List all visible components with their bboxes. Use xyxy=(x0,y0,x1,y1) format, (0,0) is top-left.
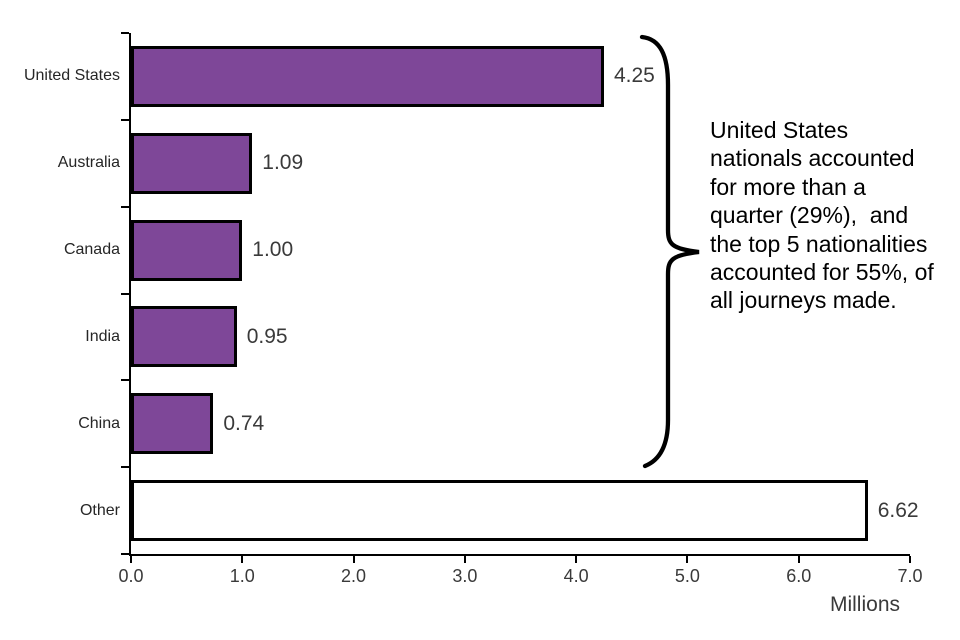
x-tick-label: 4.0 xyxy=(563,566,589,586)
value-label: 0.74 xyxy=(223,411,265,435)
bar-other xyxy=(131,480,868,542)
bar-row-canada: Canada 1.00 xyxy=(64,207,910,294)
y-axis-tick xyxy=(121,379,129,382)
x-axis-tick xyxy=(463,556,466,563)
y-axis-tick xyxy=(121,32,129,34)
bar-canada xyxy=(131,219,243,281)
x-axis-unit-label: Millions xyxy=(829,593,900,616)
category-label: China xyxy=(78,414,120,432)
curly-brace xyxy=(639,34,700,469)
annotation-line: the top 5 nationalities xyxy=(710,230,928,257)
bar-row-china: China 0.74 xyxy=(78,380,910,467)
annotation-line: for more than a xyxy=(710,173,866,200)
x-tick-label: 7.0 xyxy=(897,566,923,586)
x-tick-label: 5.0 xyxy=(674,566,700,586)
category-label: Other xyxy=(79,501,120,519)
x-tick-label: 0.0 xyxy=(118,566,144,586)
annotation-text: United States nationals accounted for mo… xyxy=(710,116,934,315)
x-tick-label: 6.0 xyxy=(786,566,812,586)
x-axis-tick xyxy=(130,556,132,563)
annotation-line: United States xyxy=(710,117,849,143)
bar-row-united-states: United States 4.25 xyxy=(24,33,910,120)
x-axis-tick xyxy=(241,556,244,563)
y-axis-tick xyxy=(121,466,129,469)
annotation-line: nationals accounted xyxy=(710,145,915,172)
value-label: 1.09 xyxy=(262,151,304,175)
x-tick-label: 3.0 xyxy=(452,566,478,586)
annotation-line: quarter (29%), and xyxy=(710,202,909,229)
bar-australia xyxy=(131,132,253,194)
value-label: 1.00 xyxy=(252,238,294,262)
category-label: India xyxy=(85,327,120,345)
bar-rows: United States 4.25 Australia 1.09 Canada… xyxy=(24,33,919,554)
x-axis-tick xyxy=(797,556,800,563)
value-label: 4.25 xyxy=(613,64,655,88)
bar-china xyxy=(131,393,214,455)
y-axis-tick xyxy=(121,205,129,208)
bar-row-other: Other 6.62 xyxy=(80,467,919,554)
plot-area: 0.0 1.0 2.0 3.0 4.0 5.0 6.0 7.0 United S… xyxy=(24,32,923,586)
x-axis-tick xyxy=(575,556,578,563)
y-axis-tick xyxy=(121,553,129,555)
category-label: Australia xyxy=(57,154,120,172)
x-axis-tick xyxy=(909,556,911,563)
x-tick-label: 2.0 xyxy=(341,566,367,586)
x-tick-label: 1.0 xyxy=(229,566,255,586)
value-label: 6.62 xyxy=(877,498,919,522)
annotation-line: accounted for 55%, of xyxy=(710,259,934,286)
bar-india xyxy=(131,306,237,368)
bar-united-states xyxy=(131,45,604,107)
bar-row-australia: Australia 1.09 xyxy=(58,120,910,207)
x-axis-tick xyxy=(686,556,689,563)
category-label: United States xyxy=(23,67,120,85)
value-label: 0.95 xyxy=(246,324,288,348)
annotation-line: all journeys made. xyxy=(710,287,897,314)
y-axis-tick xyxy=(121,118,129,121)
y-axis-tick xyxy=(121,292,129,295)
bar-row-india: India 0.95 xyxy=(85,293,910,380)
x-axis-tick xyxy=(352,556,355,563)
category-label: Canada xyxy=(63,241,120,259)
